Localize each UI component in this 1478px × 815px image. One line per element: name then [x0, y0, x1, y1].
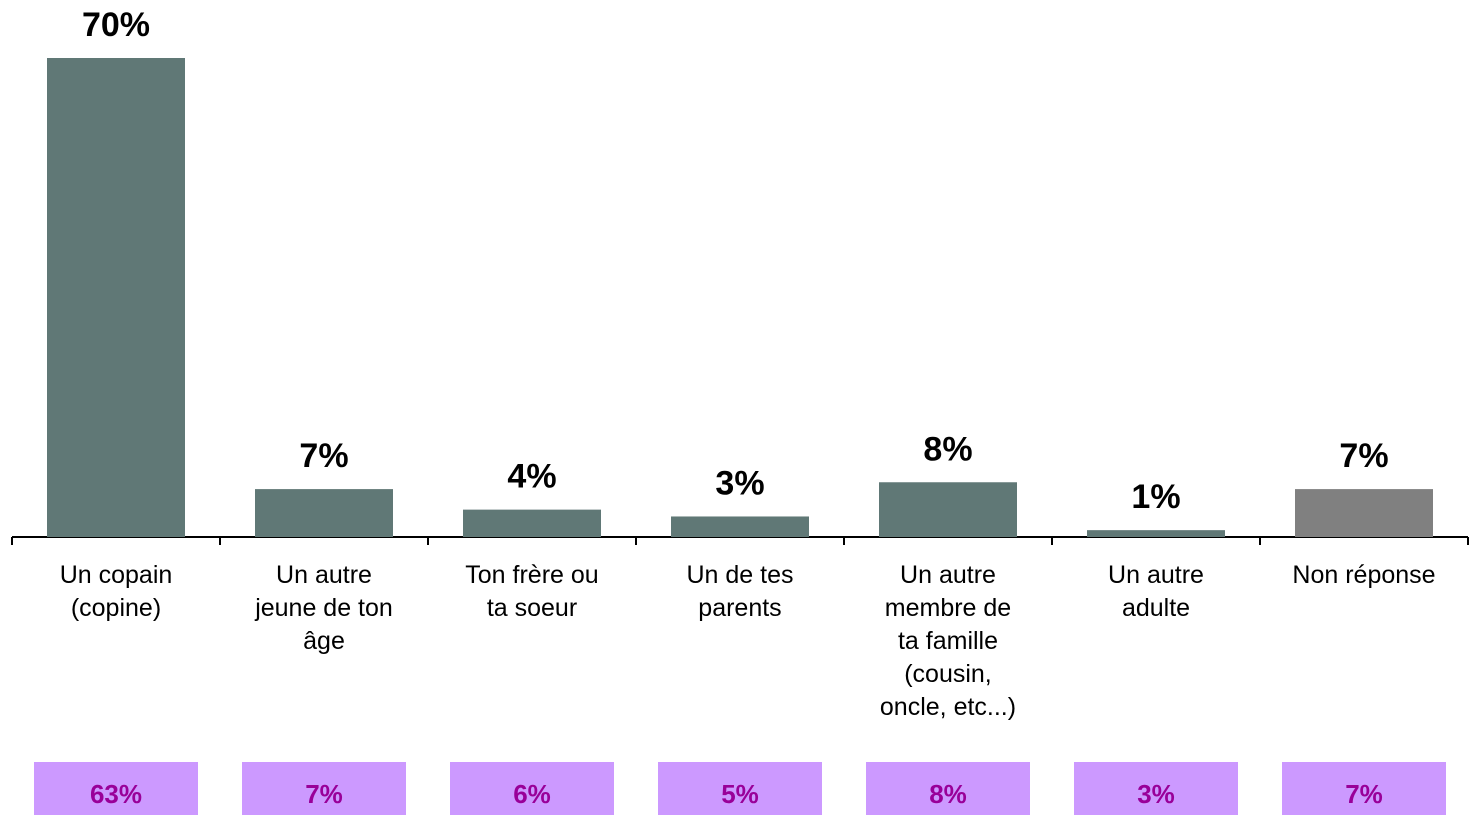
bar [463, 509, 601, 537]
value-label: 1% [1131, 478, 1180, 516]
comparison-box [1282, 762, 1446, 815]
comparison-box [866, 762, 1030, 815]
bar [1295, 489, 1433, 537]
x-tick-label: Un autre adulte [1108, 561, 1204, 622]
x-tick-label: Ton frère ou ta soeur [465, 561, 599, 622]
comparison-label: 6% [513, 779, 551, 809]
bar [255, 489, 393, 537]
comparison-box [450, 762, 614, 815]
comparison-box [34, 762, 198, 815]
value-label: 4% [507, 458, 556, 496]
comparison-label: 7% [1345, 779, 1383, 809]
value-label: 3% [715, 464, 764, 502]
comparison-label: 5% [721, 779, 759, 809]
x-tick-label: Un copain (copine) [59, 561, 173, 622]
value-label: 70% [82, 6, 150, 44]
comparison-label: 7% [305, 779, 343, 809]
value-label: 8% [923, 430, 972, 468]
x-tick-label: Un de tes parents [686, 561, 794, 622]
comparison-label: 63% [90, 779, 142, 809]
bar [1087, 530, 1225, 537]
comparison-label: 8% [929, 779, 967, 809]
bar [47, 58, 185, 537]
comparison-box [1074, 762, 1238, 815]
bar [879, 482, 1017, 537]
comparison-box [242, 762, 406, 815]
x-tick-label: Non réponse [1292, 561, 1436, 589]
comparison-label: 3% [1137, 779, 1175, 809]
x-tick-label: Un autre membre de ta famille (cousin, o… [879, 561, 1017, 721]
value-label: 7% [299, 437, 348, 475]
comparison-box [658, 762, 822, 815]
value-label: 7% [1339, 437, 1388, 475]
x-tick-label: Un autre jeune de ton âge [255, 561, 393, 655]
bar [671, 516, 809, 537]
